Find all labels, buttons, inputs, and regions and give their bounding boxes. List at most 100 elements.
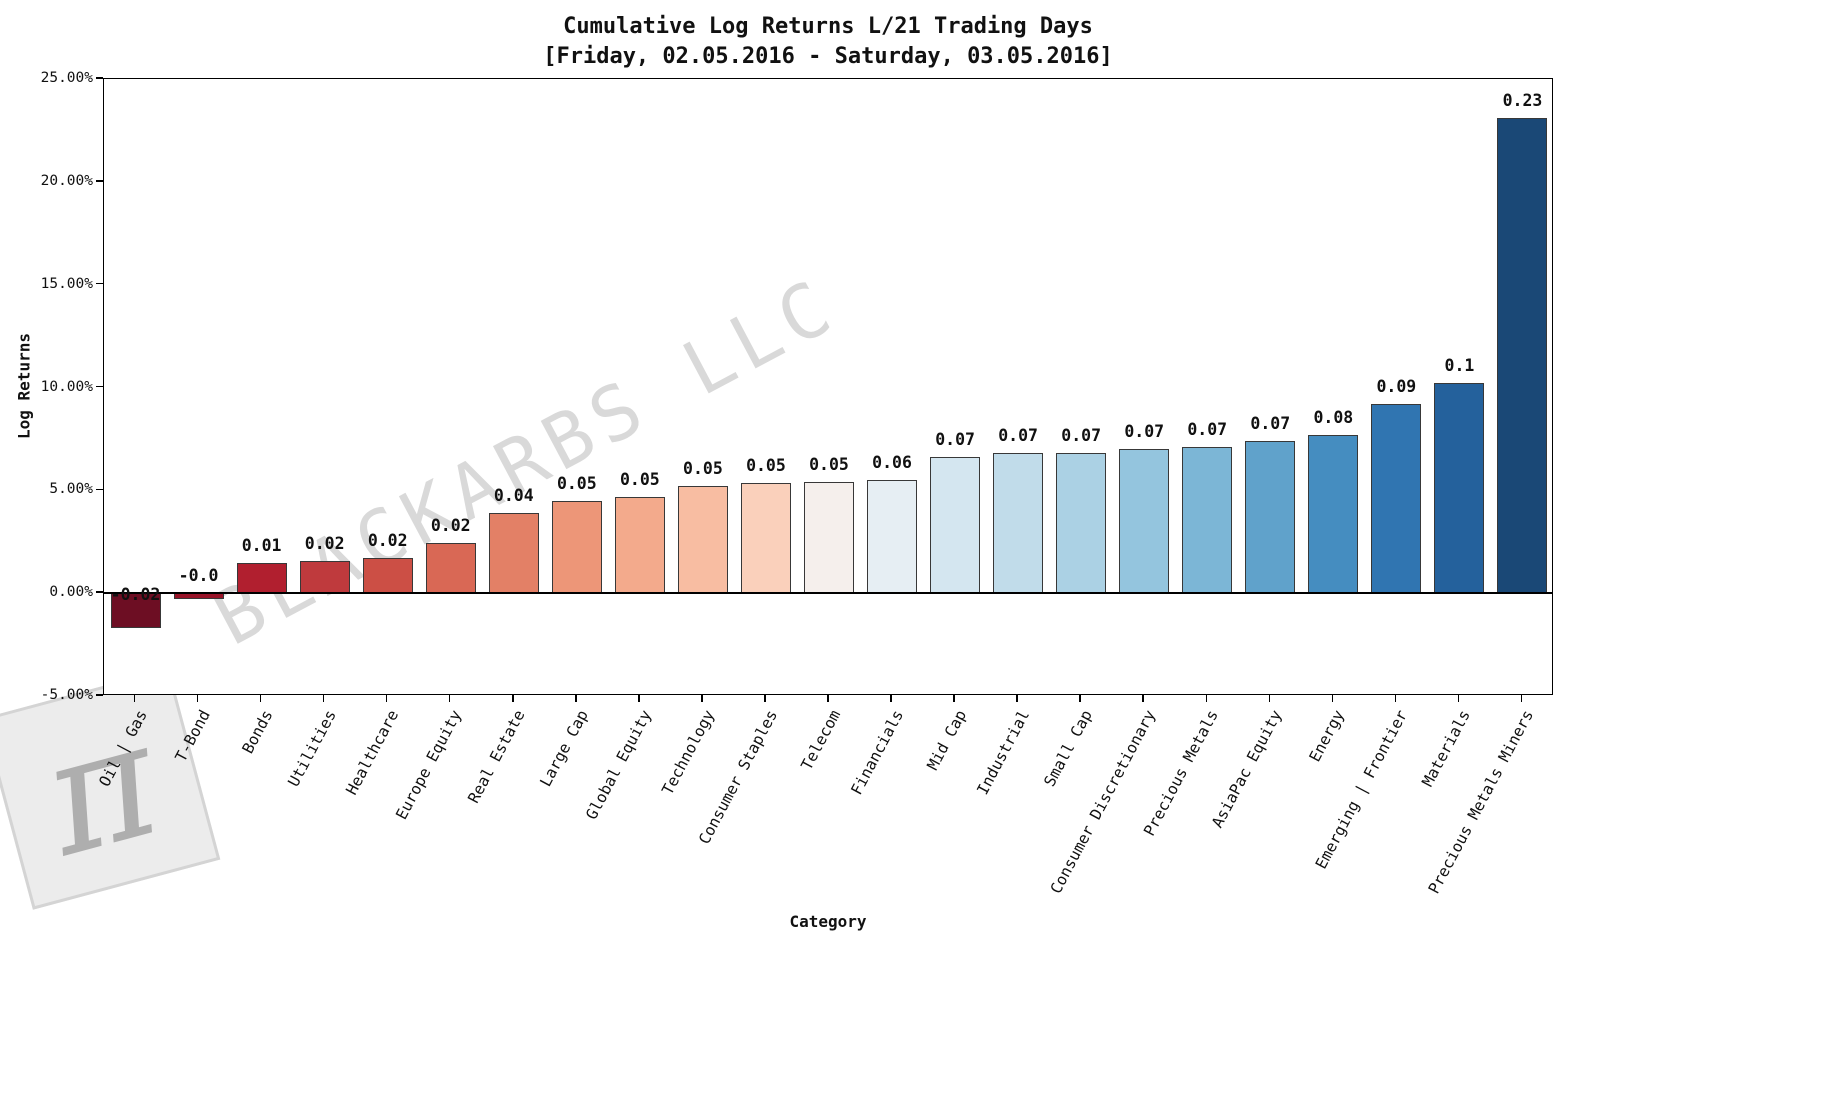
bar: [677, 486, 728, 594]
x-tick-label-text: Global Equity: [581, 707, 655, 823]
bar-value-label: 0.1: [1444, 356, 1475, 376]
bar-value-label: 0.08: [1313, 407, 1354, 427]
y-tick-label: -5.00%: [40, 687, 93, 703]
y-tick-mark: [96, 488, 103, 491]
bar-value-label: 0.07: [1187, 420, 1228, 440]
x-tick-mark: [1142, 695, 1144, 702]
bar-value-label: 0.02: [304, 534, 345, 554]
bar-value-label: 0.05: [619, 469, 660, 489]
y-tick-mark: [96, 282, 103, 285]
bar: [1119, 449, 1170, 594]
x-tick-label-text: Healthcare: [342, 707, 403, 798]
x-tick-label-text: AsiaPac Equity: [1207, 707, 1286, 831]
bar: [1245, 440, 1296, 594]
y-tick-mark: [96, 180, 103, 182]
bar-value-label: 0.07: [1124, 422, 1165, 442]
x-tick-mark: [322, 695, 325, 702]
y-tick-label: 0.00%: [49, 584, 93, 601]
bar: [804, 482, 854, 594]
y-tick-mark: [96, 385, 103, 388]
x-tick-mark: [701, 695, 703, 702]
bar: [867, 480, 918, 594]
bar: [488, 512, 539, 594]
x-tick-mark: [1394, 695, 1397, 702]
bar-value-label: 0.02: [430, 515, 471, 535]
x-tick-mark: [953, 695, 955, 702]
bar: [614, 496, 665, 594]
bar-value-label: 0.06: [872, 453, 912, 473]
x-tick-label-text: Energy: [1306, 707, 1349, 765]
x-tick-mark: [448, 695, 451, 702]
bar-value-label: 0.05: [746, 456, 786, 476]
plot-area: BLACKARBS LLC -0.02 -0.0 0.01 0.02 0.02 0.02 0…: [103, 78, 1553, 695]
bar: [299, 561, 350, 594]
bar-value-label: 0.05: [809, 455, 849, 475]
x-tick-label-text: Mid Cap: [923, 707, 970, 774]
bar-value-label: 0.09: [1376, 376, 1417, 396]
x-tick-mark: [1331, 695, 1334, 702]
y-tick-label: 20.00%: [40, 172, 93, 189]
bar-value-label: 0.07: [1061, 426, 1102, 446]
chart-title-line1: Cumulative Log Returns L/21 Trading Days: [563, 14, 1093, 39]
x-tick-mark: [1520, 695, 1523, 702]
x-tick-mark: [385, 695, 388, 702]
y-tick-label: 25.00%: [40, 70, 93, 86]
y-tick-mark: [96, 77, 103, 79]
x-tick-label-text: Technology: [658, 707, 718, 798]
y-tick-label: 15.00%: [40, 275, 93, 292]
x-axis-label: Category: [789, 912, 867, 931]
bar-value-label: 0.07: [935, 430, 975, 450]
bar-value-label: -0.0: [178, 566, 219, 586]
bar: [236, 563, 287, 594]
x-tick-label-text: Small Cap: [1040, 707, 1097, 790]
bar-value-label: 0.05: [556, 473, 597, 493]
x-tick-label-text: Utilities: [284, 707, 340, 790]
x-tick-mark: [638, 695, 640, 702]
bar: [1182, 447, 1233, 594]
bar-value-label: 0.07: [1250, 413, 1291, 433]
bar: [1056, 453, 1107, 594]
bar: [362, 558, 413, 594]
x-tick-label-text: Europe Equity: [392, 707, 466, 823]
x-tick-mark: [890, 695, 892, 702]
x-tick-label-text: Bonds: [238, 707, 277, 757]
bar: [1497, 118, 1548, 594]
bar-value-label: 0.07: [998, 426, 1038, 446]
x-tick-mark: [575, 695, 577, 702]
x-tick-mark: [512, 695, 514, 702]
x-tick-mark: [764, 695, 766, 702]
bar-value-label: 0.01: [241, 536, 282, 556]
bar-value-label: 0.23: [1502, 91, 1543, 111]
x-tick-mark: [259, 695, 262, 702]
x-tick-mark: [1457, 695, 1460, 702]
bar: [993, 453, 1044, 594]
x-tick-label-text: Financials: [847, 707, 907, 798]
bar: [551, 500, 602, 594]
y-tick-mark: [96, 591, 103, 593]
chart-title: Cumulative Log Returns L/21 Trading Days…: [103, 12, 1553, 72]
bar-value-label: -0.02: [110, 585, 161, 605]
x-tick-mark: [1205, 695, 1207, 702]
x-tick-label-text: Telecom: [797, 707, 844, 774]
chart-title-line2: [Friday, 02.05.2016 - Saturday, 03.05.20…: [543, 44, 1113, 69]
x-tick-mark: [1268, 695, 1271, 702]
bar-value-label: 0.04: [493, 485, 534, 505]
x-tick-label-text: Large Cap: [536, 707, 592, 790]
pi-icon: π: [25, 684, 176, 893]
x-tick-label-text: Industrial: [973, 707, 1034, 798]
x-tick-mark: [1079, 695, 1081, 702]
bar: [1371, 403, 1422, 594]
x-tick-label-text: Real Estate: [464, 707, 529, 807]
bar: [1308, 434, 1359, 594]
y-tick-label: 5.00%: [49, 481, 93, 498]
bar: [1434, 383, 1485, 594]
x-tick-label-text: Materials: [1418, 707, 1475, 790]
bar-value-label: 0.05: [683, 459, 723, 479]
x-tick-mark: [827, 695, 829, 702]
bar-value-label: 0.02: [367, 531, 408, 551]
bar: [930, 457, 981, 594]
bar: [425, 542, 476, 594]
x-tick-mark: [133, 695, 136, 702]
zero-baseline: [104, 591, 1552, 595]
